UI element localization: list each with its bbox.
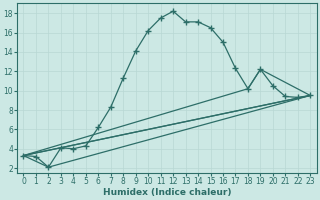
X-axis label: Humidex (Indice chaleur): Humidex (Indice chaleur) (103, 188, 231, 197)
